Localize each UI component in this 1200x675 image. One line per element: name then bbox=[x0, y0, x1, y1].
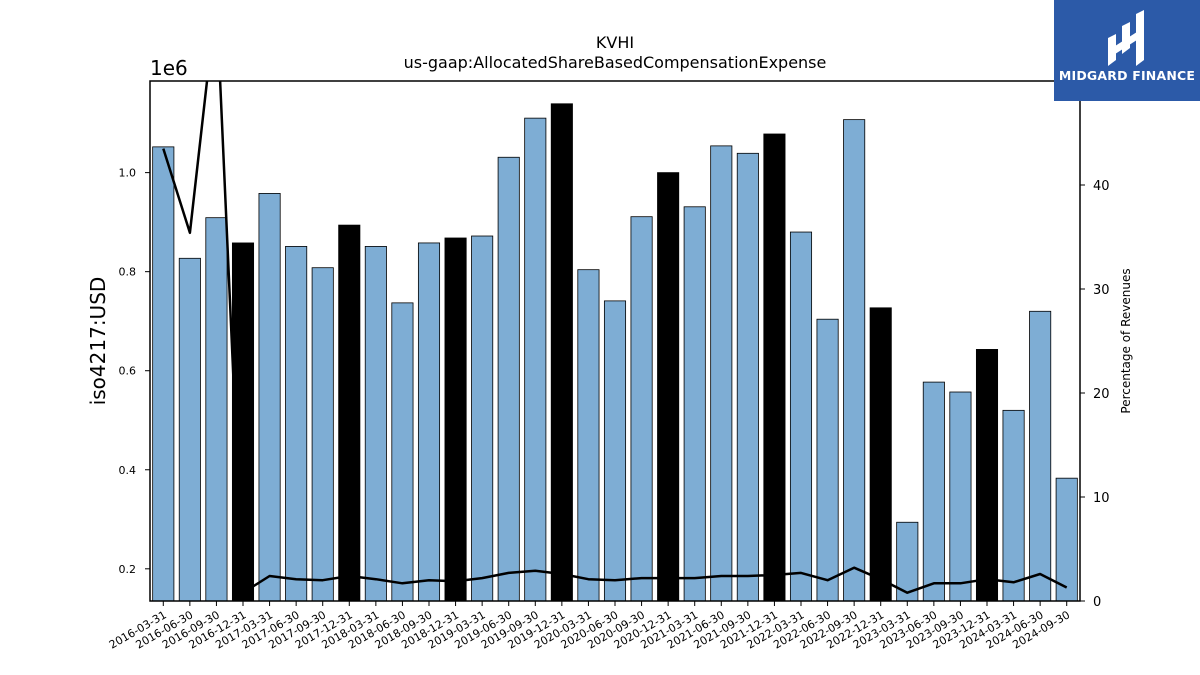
bar-2016-09-30 bbox=[205, 217, 228, 601]
y-right-tick-label: 40 bbox=[1093, 179, 1110, 194]
bar-2019-09-30 bbox=[524, 117, 547, 601]
bar-2024-06-30 bbox=[1029, 310, 1052, 601]
bar-2018-12-31 bbox=[444, 237, 467, 601]
y-right-tick-label: 10 bbox=[1093, 491, 1110, 506]
y-tick-label: 0.6 bbox=[119, 365, 137, 378]
y-tick-label: 0.4 bbox=[119, 464, 137, 477]
bar-2018-03-31 bbox=[364, 246, 387, 601]
bar-2019-12-31 bbox=[550, 103, 573, 601]
bar-2023-09-30 bbox=[949, 391, 972, 601]
midgard-logo-icon bbox=[1108, 10, 1144, 66]
chart-subtitle: us-gaap:AllocatedShareBasedCompensationE… bbox=[404, 53, 827, 72]
bar-2020-12-31 bbox=[657, 172, 680, 601]
y-axis-label-right: Percentage of Revenues bbox=[1119, 268, 1133, 413]
bar-2018-09-30 bbox=[417, 242, 441, 601]
bar-2016-06-30 bbox=[178, 257, 201, 601]
bar-2017-06-30 bbox=[285, 246, 308, 601]
y-tick-label: 1.0 bbox=[119, 167, 137, 180]
bar-2023-12-31 bbox=[975, 349, 999, 601]
brand-name: MIDGARD FINANCE bbox=[1058, 68, 1196, 83]
bar-2021-06-30 bbox=[710, 145, 733, 601]
chart-title: KVHI bbox=[596, 33, 634, 52]
bar-2017-12-31 bbox=[338, 224, 361, 601]
bar-2017-03-31 bbox=[258, 193, 281, 601]
plot-frame bbox=[149, 80, 1081, 602]
bar-2019-06-30 bbox=[497, 156, 520, 601]
bar-2023-06-30 bbox=[922, 381, 945, 601]
y-right-tick-label: 20 bbox=[1093, 387, 1110, 402]
y-offset-label: 1e6 bbox=[150, 56, 188, 80]
bar-2017-09-30 bbox=[311, 267, 334, 601]
bar-2016-03-31 bbox=[152, 146, 175, 601]
bar-2021-12-31 bbox=[763, 133, 786, 601]
bar-2020-03-31 bbox=[577, 269, 600, 601]
bar-2024-03-31 bbox=[1002, 409, 1025, 601]
bar-2020-06-30 bbox=[603, 300, 627, 601]
y-tick-label: 0.2 bbox=[119, 563, 137, 576]
bar-2020-09-30 bbox=[630, 216, 653, 601]
y-tick-label: 0.8 bbox=[119, 266, 137, 279]
bar-2022-06-30 bbox=[816, 318, 839, 601]
bar-2023-03-31 bbox=[896, 521, 919, 601]
bar-2021-09-30 bbox=[736, 152, 759, 601]
bar-2021-03-31 bbox=[683, 206, 706, 601]
bar-2018-06-30 bbox=[391, 302, 414, 601]
bar-2022-09-30 bbox=[843, 119, 866, 601]
y-axis-label: iso4217:USD bbox=[86, 277, 110, 406]
brand-logo: MIDGARD FINANCE bbox=[1054, 0, 1200, 101]
bar-2019-03-31 bbox=[471, 235, 494, 601]
bar-2022-03-31 bbox=[789, 231, 813, 601]
bar-2022-12-31 bbox=[869, 307, 892, 601]
y-right-tick-label: 30 bbox=[1093, 283, 1110, 298]
y-right-tick-label: 0 bbox=[1093, 595, 1101, 610]
